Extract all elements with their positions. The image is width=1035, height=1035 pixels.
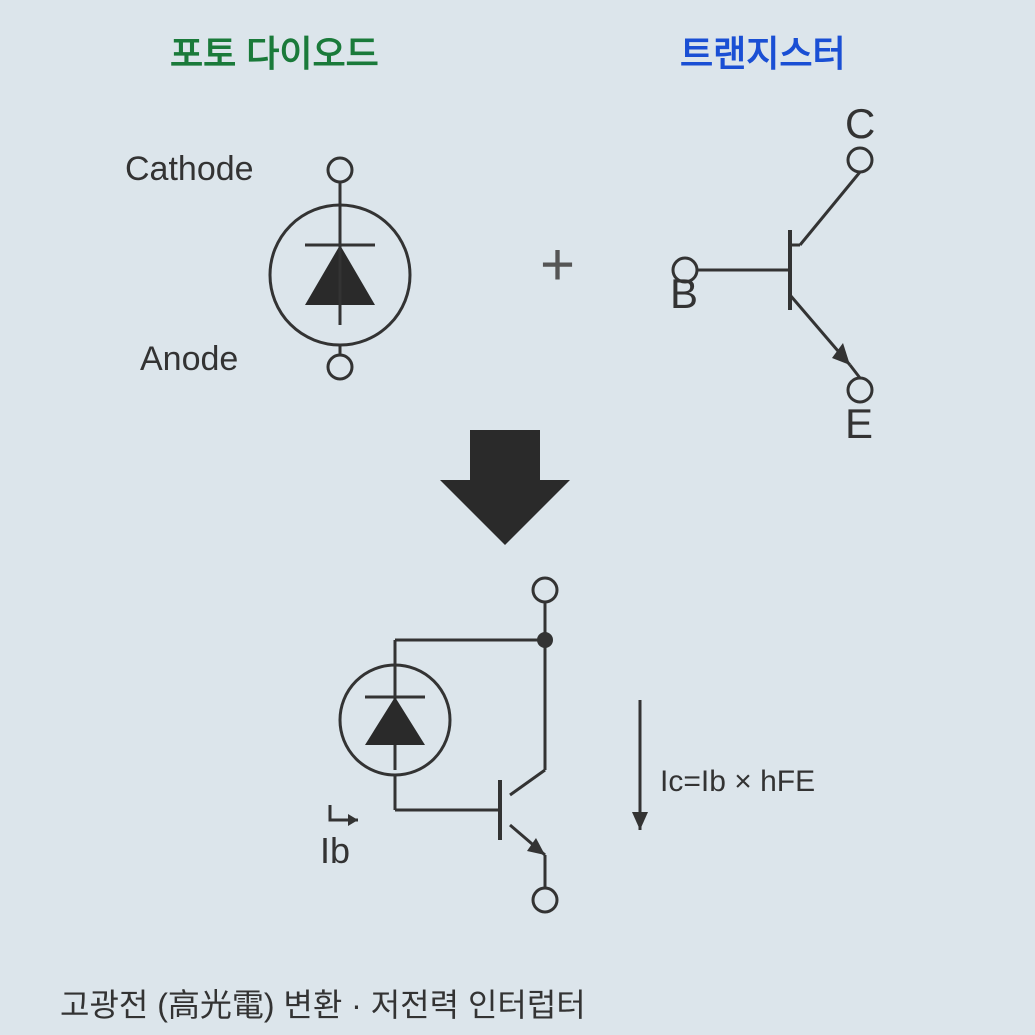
phototransistor-symbol <box>330 578 648 912</box>
transistor-symbol <box>673 148 872 402</box>
circuit-diagram <box>0 0 1035 1035</box>
photodiode-symbol <box>270 158 410 379</box>
down-arrow-icon <box>440 430 570 545</box>
